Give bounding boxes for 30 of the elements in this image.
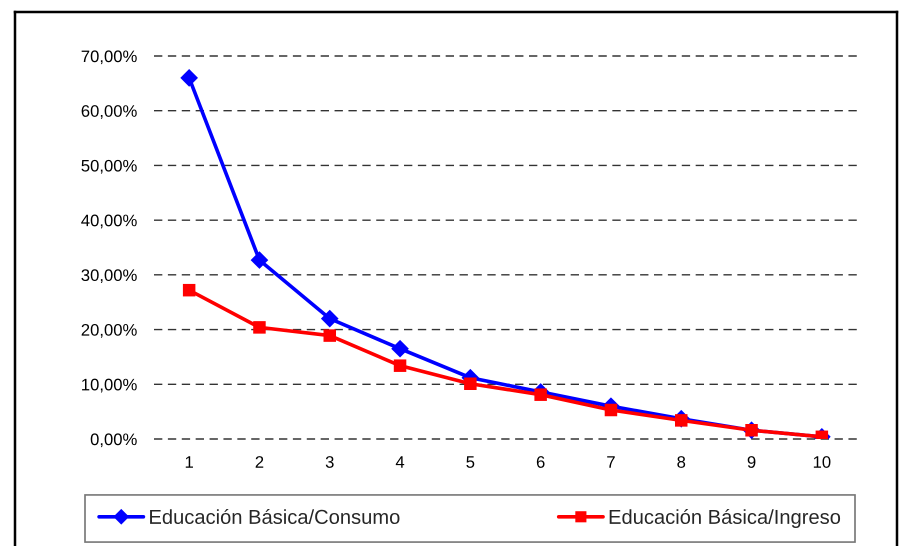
y-tick-label: 70,00%: [82, 50, 137, 64]
x-tick-label: 4: [396, 456, 404, 468]
y-tick-label: 40,00%: [81, 214, 137, 228]
y-tick-label: 50,00%: [81, 160, 137, 174]
legend-label: Educación Básica/Consumo: [150, 508, 400, 524]
x-tick-label: 6: [536, 456, 545, 468]
legend-label: Educación Básica/Ingreso: [610, 508, 840, 528]
point: [250, 251, 268, 269]
y-tick-label: 10,00%: [82, 378, 137, 392]
y-tick-label: 20,00%: [82, 324, 137, 338]
x-tick-label: 1: [186, 456, 193, 468]
point: [391, 340, 409, 358]
x-tick-label: 2: [256, 456, 264, 468]
y-tick-label: 30,00%: [81, 269, 137, 284]
point: [182, 284, 196, 296]
point: [324, 329, 336, 342]
point: [253, 321, 266, 334]
y-tick-label: 0,00%: [90, 433, 137, 448]
point: [464, 377, 477, 390]
x-tick-label: 9: [748, 456, 756, 468]
x-tick-label: 3: [326, 456, 334, 468]
x-tick-label: 7: [607, 456, 615, 468]
y-tick-label: 60,00%: [82, 105, 137, 119]
point: [604, 404, 618, 416]
x-tick-label: 8: [677, 456, 686, 468]
point: [394, 359, 406, 372]
point: [320, 310, 339, 328]
point: [180, 69, 198, 87]
x-tick-label: 10: [814, 456, 830, 468]
x-tick-label: 5: [466, 456, 474, 468]
